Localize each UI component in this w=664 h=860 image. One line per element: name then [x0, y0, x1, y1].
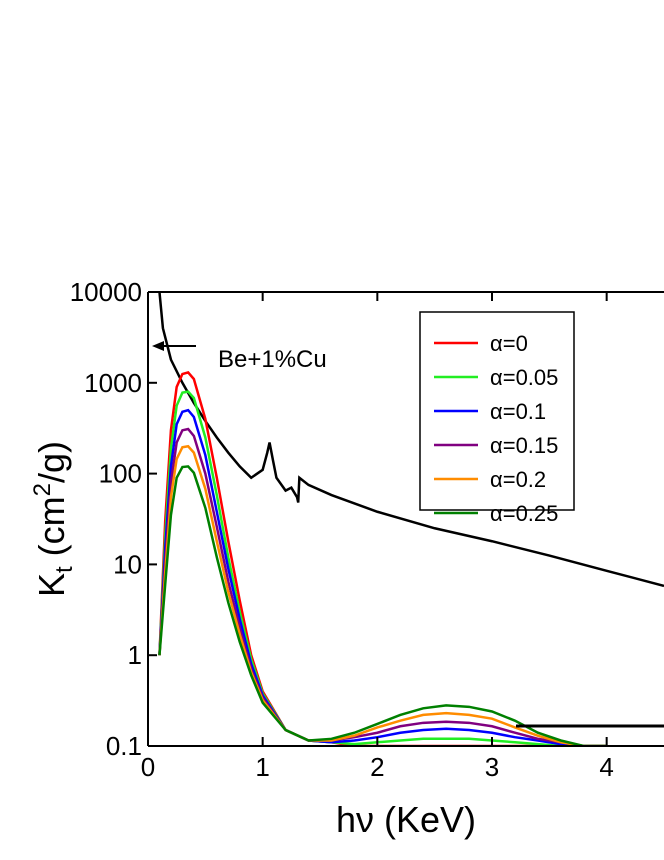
y-tick-label: 10000: [70, 277, 142, 307]
x-tick-label: 2: [370, 752, 384, 782]
legend-label: α=0: [490, 331, 528, 356]
legend-label: α=0.2: [490, 467, 546, 492]
x-tick-label: 4: [599, 752, 613, 782]
y-tick-label: 100: [99, 459, 142, 489]
x-tick-label: 1: [255, 752, 269, 782]
series-line: [158, 292, 664, 588]
annotation: Be+1%Cu: [218, 346, 327, 373]
legend-label: α=0.05: [490, 365, 558, 390]
y-label-unit-end: /g): [31, 441, 72, 483]
y-tick-label: 0.1: [106, 731, 142, 761]
y-axis-label: Kt (cm2/g): [29, 441, 78, 597]
left-arrow: [152, 341, 196, 351]
y-tick-label: 10: [113, 549, 142, 579]
legend-label: α=0.25: [490, 501, 558, 526]
y-label-unit: (cm: [31, 496, 72, 566]
y-label-superscript: 2: [29, 483, 56, 496]
x-tick-label: 3: [485, 752, 499, 782]
x-axis-label: hν (KeV): [336, 799, 476, 840]
y-label-subscript: t: [51, 566, 78, 573]
legend-label: α=0.1: [490, 399, 546, 424]
x-tick-label: 0: [141, 752, 155, 782]
series-line: [158, 465, 607, 746]
y-tick-label: 1000: [84, 368, 142, 398]
y-label-symbol: K: [31, 573, 72, 597]
y-tick-label: 1: [128, 640, 142, 670]
legend-label: α=0.15: [490, 433, 558, 458]
plot-area: [158, 292, 664, 746]
